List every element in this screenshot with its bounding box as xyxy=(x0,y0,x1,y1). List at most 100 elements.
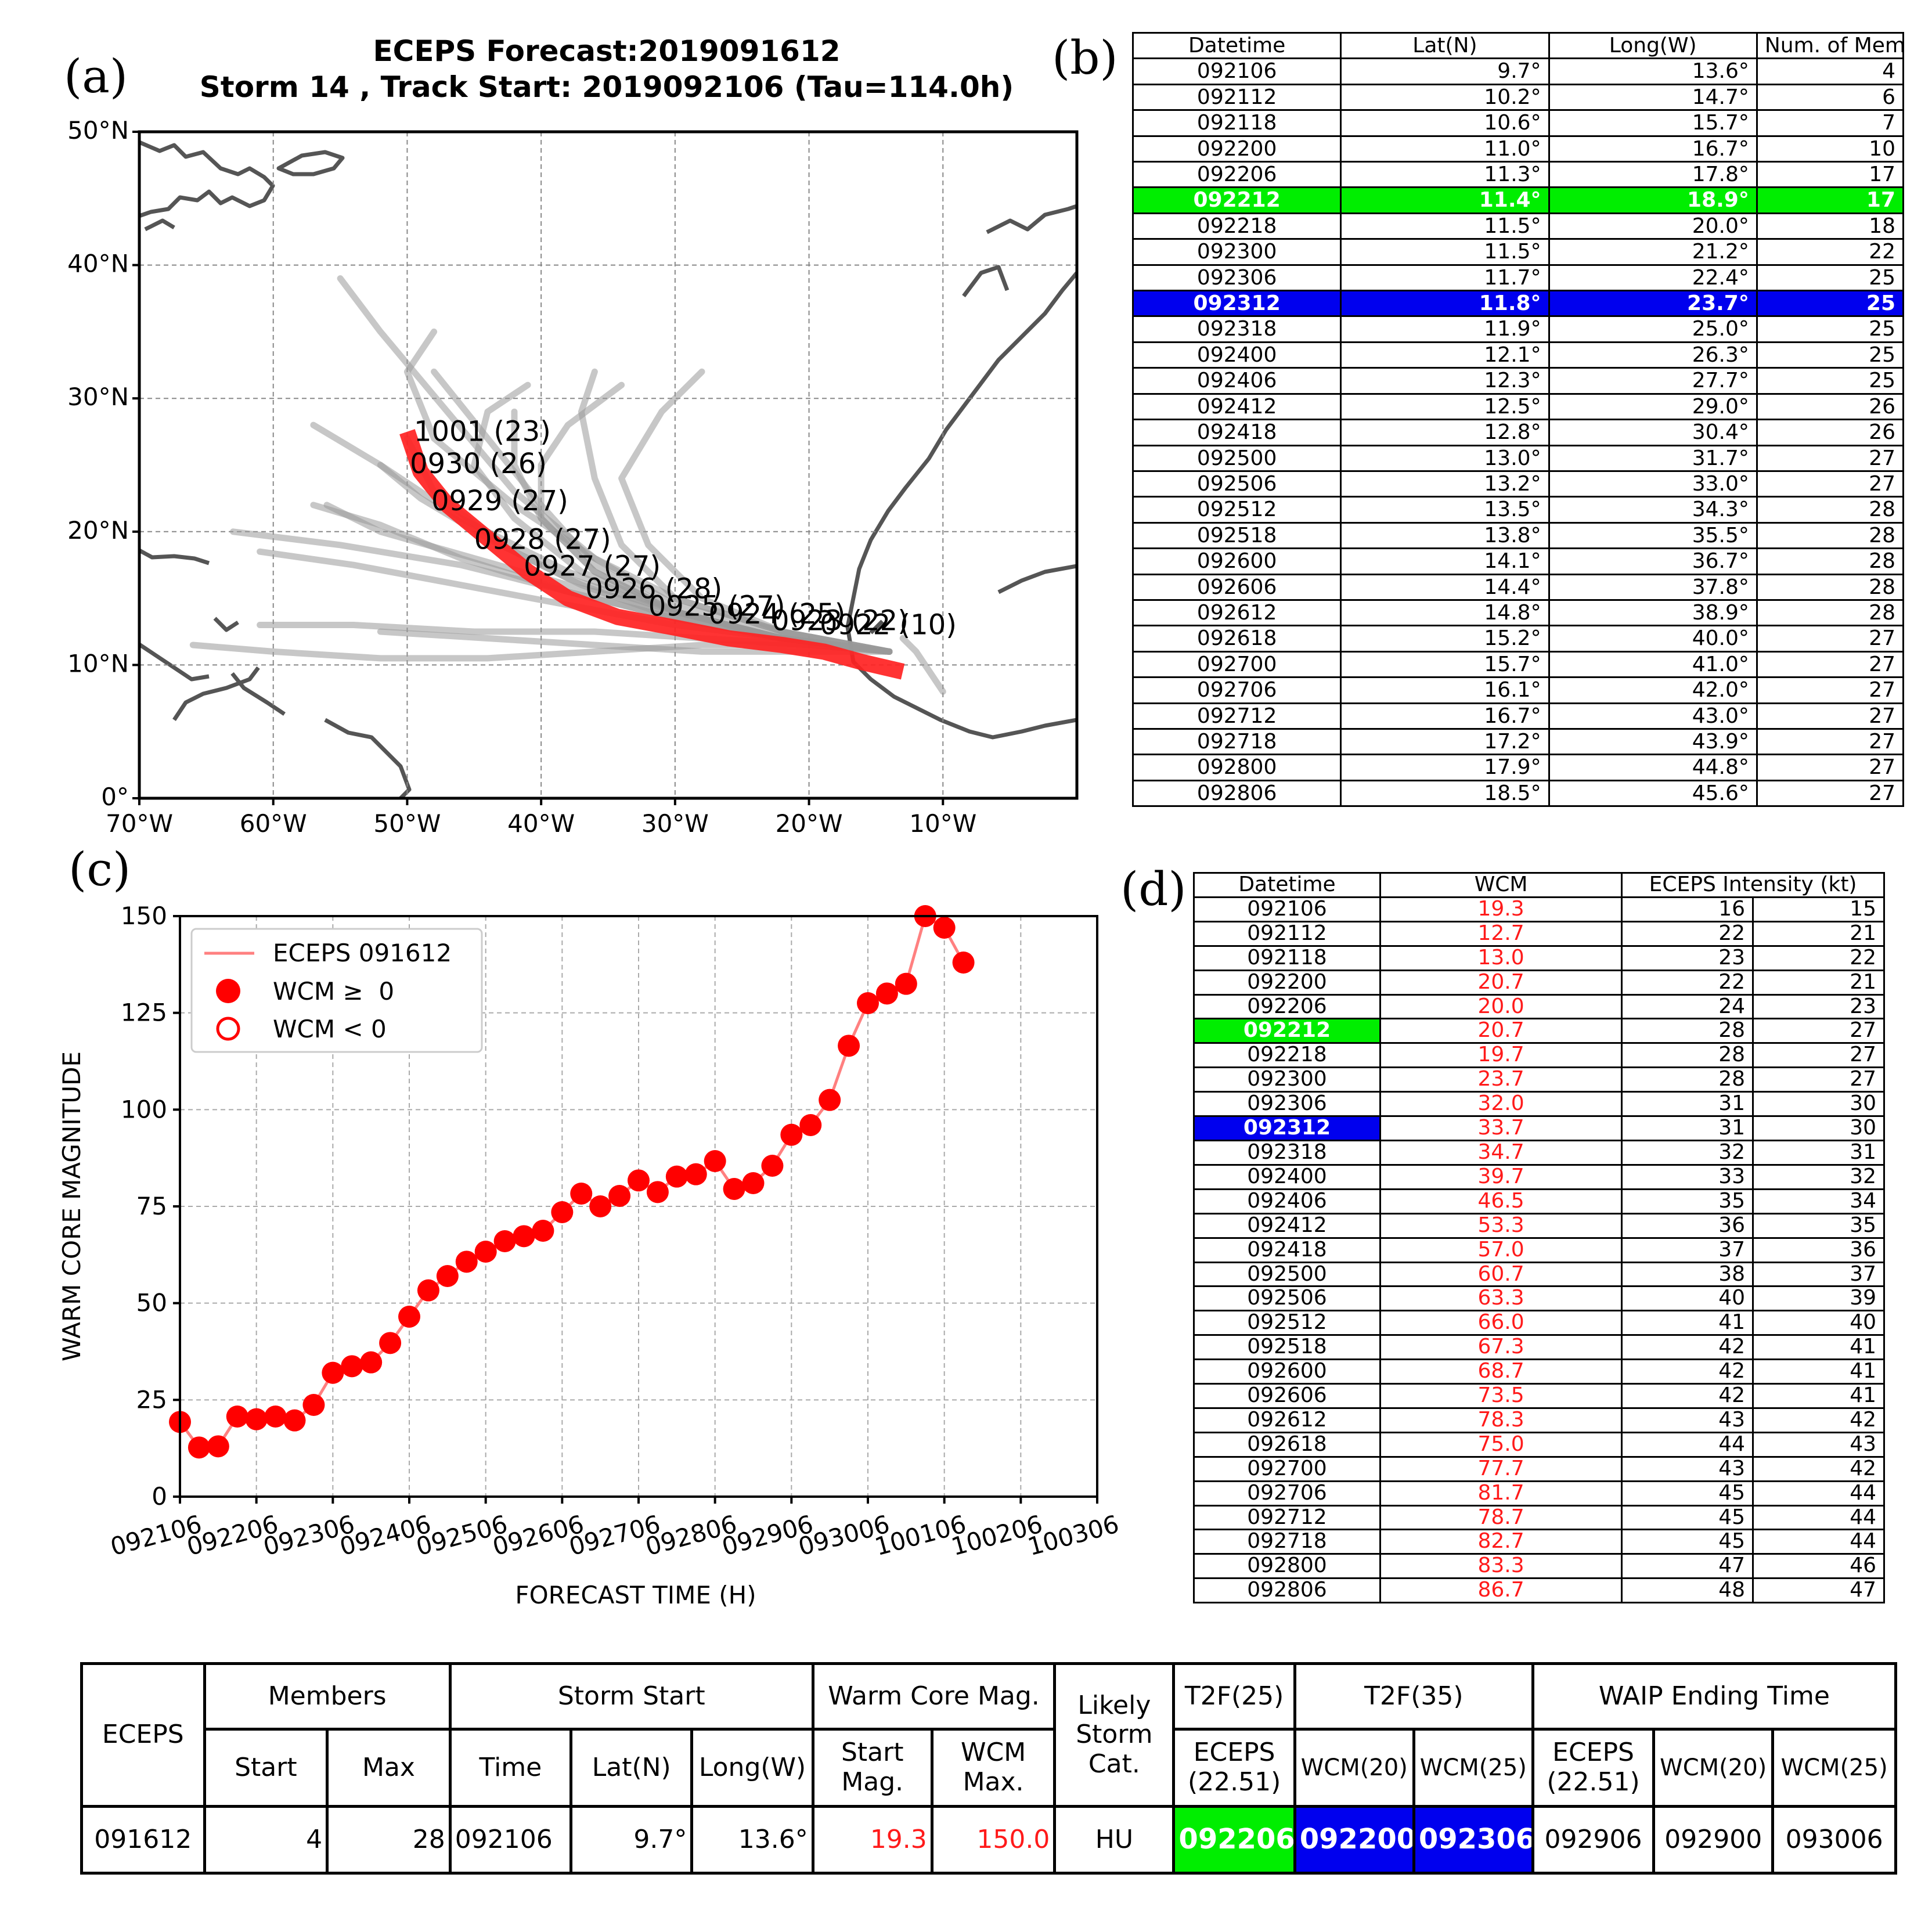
row-long: 20.0° xyxy=(1548,212,1758,240)
wcm-intensity-table: Datetime WCM ECEPS Intensity (kt) 092106… xyxy=(1192,872,1885,1604)
row-lat: 9.7° xyxy=(1340,57,1550,85)
wcm-table-row: 092806 86.7 48 47 xyxy=(1192,1577,1885,1604)
row-long: 30.4° xyxy=(1548,419,1758,446)
row-lat: 11.5° xyxy=(1340,212,1550,240)
map-x-tick-label: 40°W xyxy=(507,809,575,838)
wcm-point xyxy=(589,1195,612,1217)
row-datetime: 092418 xyxy=(1131,419,1342,446)
wcm-table-row: 092212 20.7 28 27 xyxy=(1192,1018,1885,1044)
track-label: 0927 (27) xyxy=(524,550,661,583)
map-y-tick-label: 10°N xyxy=(67,649,129,677)
wcm-point xyxy=(952,952,975,974)
row-datetime: 092200 xyxy=(1131,135,1342,163)
summary-start-mag-label: Start Mag. xyxy=(811,1728,933,1808)
row-num-members: 27 xyxy=(1756,727,1905,756)
row-lat: 10.6° xyxy=(1340,109,1550,137)
wcm-y-tick-label: 100 xyxy=(121,1095,167,1123)
header-intensity: ECEPS Intensity (kt) xyxy=(1621,872,1885,898)
row-intensity-a: 45 xyxy=(1621,1480,1754,1507)
wcm-point xyxy=(188,1436,210,1459)
track-table-row: 092806 18.5° 45.6° 27 xyxy=(1131,779,1905,808)
row-datetime: 092700 xyxy=(1192,1455,1382,1482)
wcm-table-row: 092718 82.7 45 44 xyxy=(1192,1529,1885,1555)
wcm-point xyxy=(341,1355,363,1378)
summary-waip-wcm25: 093006 xyxy=(1771,1805,1897,1875)
row-wcm: 20.7 xyxy=(1379,969,1623,996)
map-y-ticks: 0° 10°N 20°N 30°N 40°N 50°N xyxy=(67,116,139,811)
row-datetime: 092712 xyxy=(1131,702,1342,730)
wcm-table-row: 092800 83.3 47 46 xyxy=(1192,1553,1885,1580)
row-num-members: 10 xyxy=(1756,135,1905,163)
row-wcm: 66.0 xyxy=(1379,1310,1623,1336)
row-lat: 16.1° xyxy=(1340,676,1550,704)
row-wcm: 46.5 xyxy=(1379,1188,1623,1215)
row-wcm: 34.7 xyxy=(1379,1139,1623,1166)
row-lat: 13.2° xyxy=(1340,470,1550,498)
summary-model: ECEPS xyxy=(80,1662,206,1808)
wcm-point xyxy=(857,992,879,1014)
wcm-point xyxy=(474,1241,497,1263)
row-num-members: 27 xyxy=(1756,625,1905,653)
summary-t2f35-wcm20: 092200 xyxy=(1293,1805,1415,1875)
row-intensity-b: 47 xyxy=(1752,1577,1885,1604)
row-num-members: 25 xyxy=(1756,315,1905,343)
wcm-table-row: 092518 67.3 42 41 xyxy=(1192,1334,1885,1361)
row-datetime: 092500 xyxy=(1192,1261,1382,1288)
track-table-row: 092706 16.1° 42.0° 27 xyxy=(1131,676,1905,704)
row-datetime: 092618 xyxy=(1131,625,1342,653)
summary-long-label: Long(W) xyxy=(690,1728,814,1808)
row-datetime: 092206 xyxy=(1192,993,1382,1020)
map-subtitle: Storm 14 , Track Start: 2019092106 (Tau=… xyxy=(200,70,1014,104)
row-num-members: 17 xyxy=(1756,161,1905,189)
wcm-point xyxy=(379,1332,402,1354)
row-intensity-a: 31 xyxy=(1621,1115,1754,1141)
row-long: 21.2° xyxy=(1548,238,1758,266)
row-intensity-a: 35 xyxy=(1621,1188,1754,1215)
wcm-point xyxy=(322,1361,344,1384)
legend-wcm-positive: WCM ≥ 0 xyxy=(273,977,394,1006)
summary-t2f35-header: T2F(35) xyxy=(1293,1662,1534,1731)
row-wcm: 67.3 xyxy=(1379,1334,1623,1361)
row-long: 40.0° xyxy=(1548,625,1758,653)
summary-warm-core-header: Warm Core Mag. xyxy=(811,1662,1057,1731)
wcm-point xyxy=(665,1165,688,1188)
row-num-members: 27 xyxy=(1756,779,1905,808)
row-intensity-a: 40 xyxy=(1621,1285,1754,1312)
summary-storm-cat: HU xyxy=(1053,1805,1176,1875)
row-datetime: 092800 xyxy=(1192,1553,1382,1580)
wcm-point xyxy=(398,1306,420,1328)
wcm-point xyxy=(761,1155,784,1177)
row-lat: 18.5° xyxy=(1340,779,1550,808)
summary-members-max: 28 xyxy=(326,1805,452,1875)
row-num-members: 28 xyxy=(1756,521,1905,550)
row-datetime: 092506 xyxy=(1131,470,1342,498)
track-table-row: 092106 9.7° 13.6° 4 xyxy=(1131,57,1905,85)
wcm-table-row: 092412 53.3 36 35 xyxy=(1192,1212,1885,1239)
wcm-table-row: 092606 73.5 42 41 xyxy=(1192,1383,1885,1409)
warm-core-chart: 0 25 50 75 100 125 150 09210609220609230609240… xyxy=(57,902,1122,1609)
track-map-chart: ECEPS Forecast:2019091612 Storm 14 , Tra… xyxy=(67,34,1079,838)
wcm-point xyxy=(493,1230,516,1252)
row-wcm: 23.7 xyxy=(1379,1066,1623,1093)
wcm-table-row: 092406 46.5 35 34 xyxy=(1192,1188,1885,1215)
row-intensity-b: 41 xyxy=(1752,1383,1885,1409)
row-datetime: 092712 xyxy=(1192,1504,1382,1531)
row-intensity-a: 33 xyxy=(1621,1163,1754,1190)
row-long: 26.3° xyxy=(1548,341,1758,369)
wcm-table-header: Datetime WCM ECEPS Intensity (kt) xyxy=(1192,872,1885,898)
wcm-table-row: 092112 12.7 22 21 xyxy=(1192,920,1885,947)
track-table-row: 092118 10.6° 15.7° 7 xyxy=(1131,109,1905,137)
wcm-point xyxy=(551,1201,574,1223)
row-num-members: 25 xyxy=(1756,290,1905,318)
row-num-members: 28 xyxy=(1756,573,1905,601)
track-label: 1001 (23) xyxy=(414,416,551,448)
wcm-table-row: 092612 78.3 43 42 xyxy=(1192,1407,1885,1433)
wcm-point xyxy=(532,1220,554,1242)
row-intensity-a: 45 xyxy=(1621,1504,1754,1531)
row-long: 43.9° xyxy=(1548,727,1758,756)
row-datetime: 092618 xyxy=(1192,1431,1382,1458)
row-long: 22.4° xyxy=(1548,264,1758,292)
row-datetime: 092306 xyxy=(1131,264,1342,292)
row-datetime: 092206 xyxy=(1131,161,1342,189)
row-datetime: 092218 xyxy=(1192,1042,1382,1069)
